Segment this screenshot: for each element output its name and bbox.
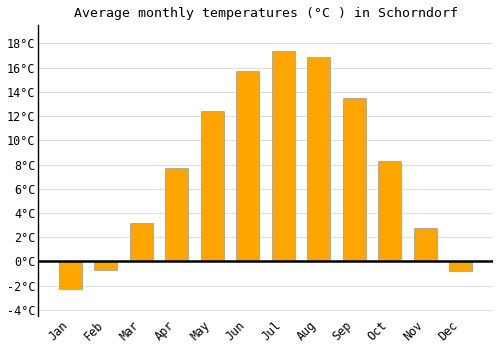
Bar: [236, 71, 260, 261]
Bar: [378, 161, 402, 261]
Bar: [166, 168, 188, 261]
Bar: [94, 261, 118, 270]
Bar: [450, 261, 472, 271]
Bar: [130, 223, 153, 261]
Bar: [272, 51, 295, 261]
Title: Average monthly temperatures (°C ) in Schorndorf: Average monthly temperatures (°C ) in Sc…: [74, 7, 458, 20]
Bar: [201, 111, 224, 261]
Bar: [414, 228, 437, 261]
Bar: [59, 261, 82, 289]
Bar: [343, 98, 366, 261]
Bar: [308, 57, 330, 261]
